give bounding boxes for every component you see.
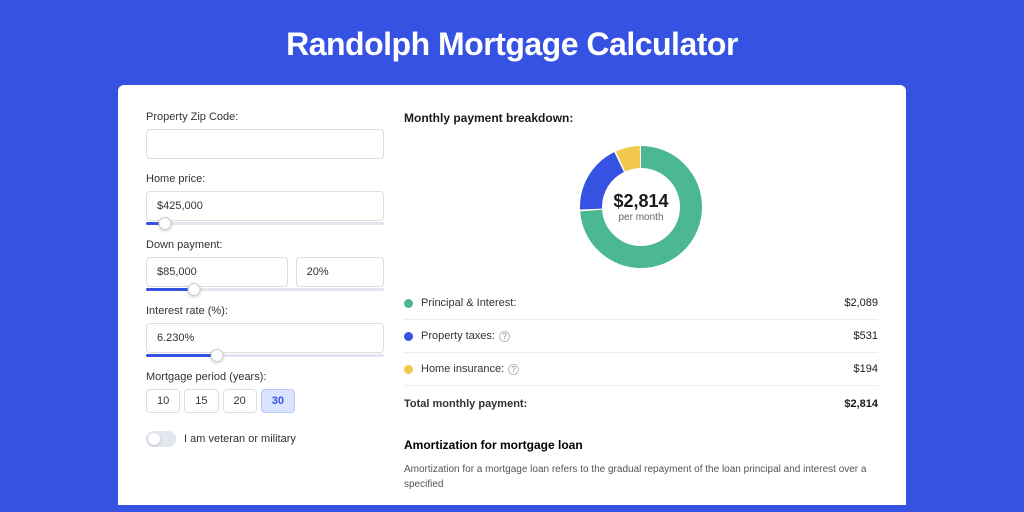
veteran-label: I am veteran or military (184, 433, 296, 445)
legend-dot-icon (404, 365, 413, 374)
legend-row-insurance: Home insurance:?$194 (404, 353, 878, 386)
donut-amount: $2,814 (613, 191, 668, 212)
zip-field: Property Zip Code: (146, 111, 384, 159)
price-label: Home price: (146, 173, 384, 185)
rate-label: Interest rate (%): (146, 305, 384, 317)
calculator-card: Property Zip Code: Home price: Down paym… (118, 85, 906, 505)
legend: Principal & Interest:$2,089Property taxe… (404, 287, 878, 386)
total-row: Total monthly payment: $2,814 (404, 386, 878, 420)
down-amount-input[interactable] (146, 257, 288, 287)
amort-title: Amortization for mortgage loan (404, 438, 878, 452)
page-title: Randolph Mortgage Calculator (0, 0, 1024, 85)
down-slider[interactable] (146, 288, 384, 291)
legend-value: $2,089 (844, 297, 878, 309)
amort-text: Amortization for a mortgage loan refers … (404, 462, 878, 492)
down-label: Down payment: (146, 239, 384, 251)
donut-chart-wrap: $2,814 per month (404, 137, 878, 287)
breakdown-title: Monthly payment breakdown: (404, 111, 878, 125)
price-slider-thumb[interactable] (159, 217, 172, 230)
zip-label: Property Zip Code: (146, 111, 384, 123)
legend-row-taxes: Property taxes:?$531 (404, 320, 878, 353)
down-field: Down payment: (146, 239, 384, 291)
donut-chart: $2,814 per month (577, 143, 705, 271)
legend-row-principal: Principal & Interest:$2,089 (404, 287, 878, 320)
legend-value: $531 (854, 330, 878, 342)
legend-dot-icon (404, 299, 413, 308)
period-button-10[interactable]: 10 (146, 389, 180, 413)
info-icon[interactable]: ? (499, 331, 510, 342)
rate-input[interactable] (146, 323, 384, 353)
period-button-20[interactable]: 20 (223, 389, 257, 413)
period-button-group: 10152030 (146, 389, 384, 413)
down-slider-thumb[interactable] (187, 283, 200, 296)
total-label: Total monthly payment: (404, 398, 844, 410)
rate-field: Interest rate (%): (146, 305, 384, 357)
price-input[interactable] (146, 191, 384, 221)
total-value: $2,814 (844, 398, 878, 410)
donut-sub: per month (618, 212, 663, 223)
zip-input[interactable] (146, 129, 384, 159)
veteran-toggle[interactable] (146, 431, 176, 447)
amortization-section: Amortization for mortgage loan Amortizat… (404, 438, 878, 492)
period-field: Mortgage period (years): 10152030 (146, 371, 384, 413)
legend-label: Principal & Interest: (421, 297, 844, 309)
period-button-15[interactable]: 15 (184, 389, 218, 413)
veteran-row: I am veteran or military (146, 431, 384, 447)
rate-slider-thumb[interactable] (211, 349, 224, 362)
down-pct-input[interactable] (296, 257, 384, 287)
period-button-30[interactable]: 30 (261, 389, 295, 413)
legend-label: Home insurance:? (421, 363, 854, 375)
inputs-column: Property Zip Code: Home price: Down paym… (146, 111, 384, 505)
legend-value: $194 (854, 363, 878, 375)
price-slider[interactable] (146, 222, 384, 225)
price-field: Home price: (146, 173, 384, 225)
toggle-knob (148, 433, 160, 445)
info-icon[interactable]: ? (508, 364, 519, 375)
period-label: Mortgage period (years): (146, 371, 384, 383)
legend-label: Property taxes:? (421, 330, 854, 342)
rate-slider[interactable] (146, 354, 384, 357)
results-column: Monthly payment breakdown: $2,814 per mo… (404, 111, 878, 505)
legend-dot-icon (404, 332, 413, 341)
